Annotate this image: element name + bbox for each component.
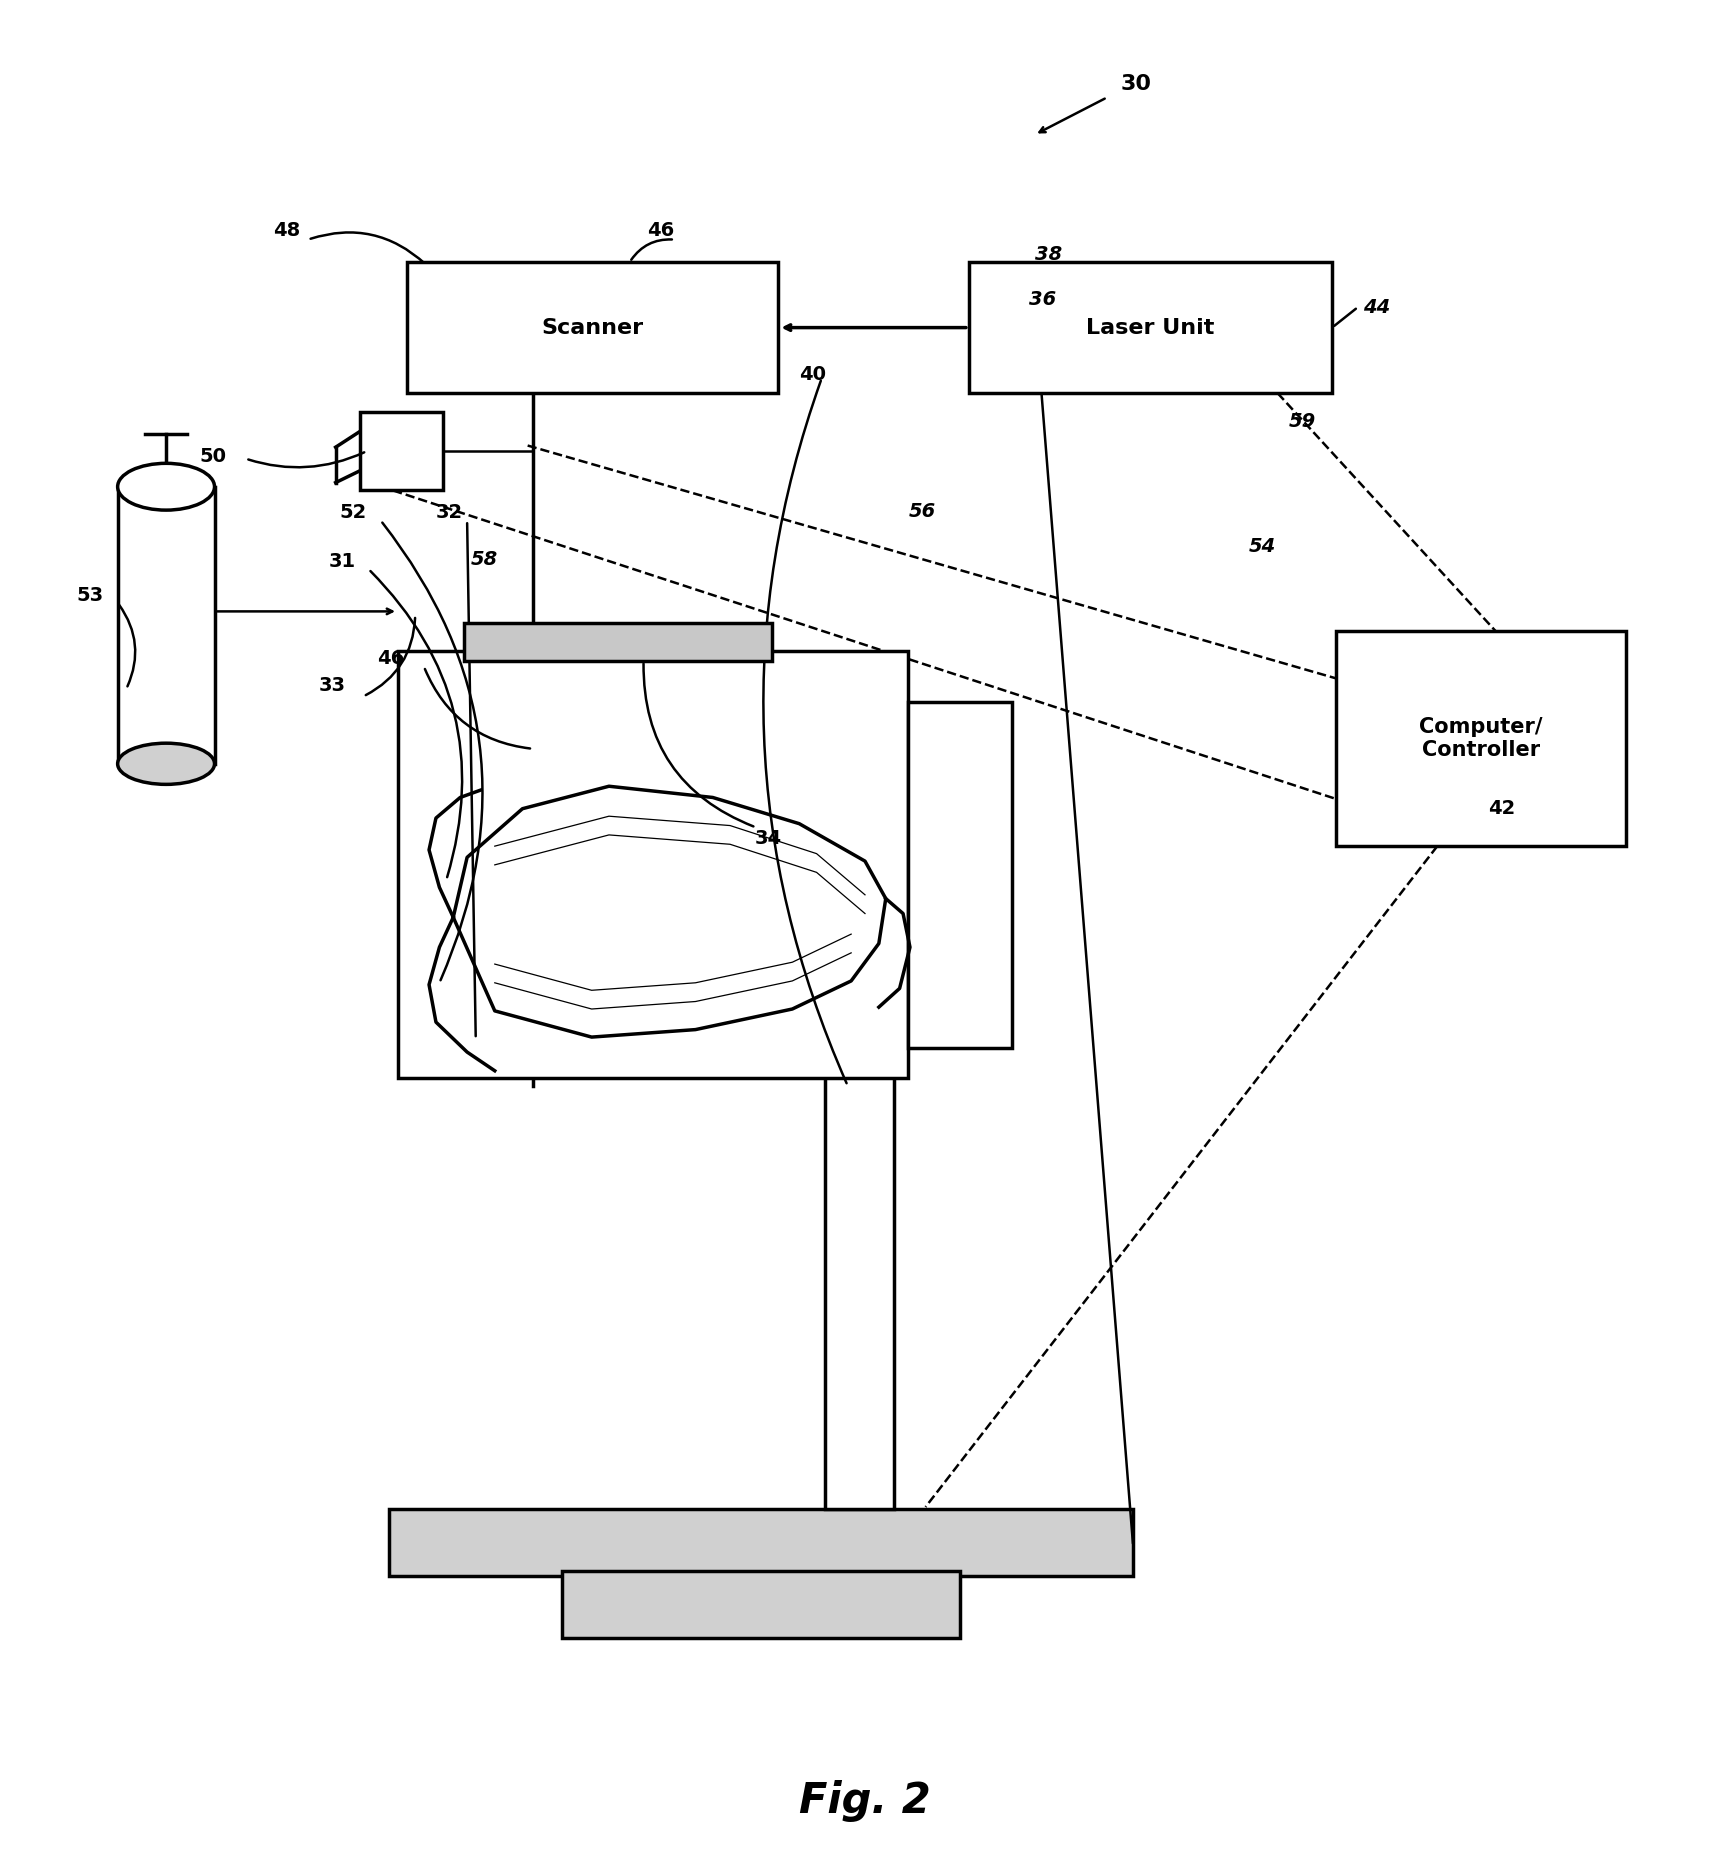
Bar xyxy=(389,1509,1133,1576)
Bar xyxy=(562,1571,960,1638)
Text: 53: 53 xyxy=(76,586,104,605)
Text: 42: 42 xyxy=(1488,799,1515,818)
Ellipse shape xyxy=(118,462,215,509)
Text: Computer/
Controller: Computer/ Controller xyxy=(1419,717,1543,760)
Ellipse shape xyxy=(118,743,215,784)
FancyBboxPatch shape xyxy=(1336,631,1626,846)
Text: 48: 48 xyxy=(273,221,301,240)
Text: 33: 33 xyxy=(318,676,346,695)
Bar xyxy=(825,657,894,1509)
Text: 46: 46 xyxy=(377,650,405,668)
Bar xyxy=(398,651,908,1078)
Text: 34: 34 xyxy=(754,829,782,848)
Bar xyxy=(464,623,772,661)
Text: 31: 31 xyxy=(329,552,356,571)
Text: 54: 54 xyxy=(1249,537,1277,556)
Bar xyxy=(360,412,443,490)
Text: 32: 32 xyxy=(436,504,464,522)
Bar xyxy=(908,702,1012,1048)
Text: 58: 58 xyxy=(471,550,498,569)
Text: 38: 38 xyxy=(1035,245,1062,264)
Text: Scanner: Scanner xyxy=(541,318,644,337)
FancyBboxPatch shape xyxy=(407,262,778,393)
Text: Laser Unit: Laser Unit xyxy=(1086,318,1214,337)
Text: 52: 52 xyxy=(339,504,367,522)
Text: 30: 30 xyxy=(1121,75,1152,94)
Text: Fig. 2: Fig. 2 xyxy=(799,1780,931,1821)
Text: 40: 40 xyxy=(799,365,827,384)
Text: 50: 50 xyxy=(199,447,227,466)
FancyBboxPatch shape xyxy=(969,262,1332,393)
Text: 56: 56 xyxy=(908,502,936,520)
Text: 36: 36 xyxy=(1029,290,1057,309)
Text: 44: 44 xyxy=(1363,298,1391,316)
Bar xyxy=(118,487,215,764)
Text: 46: 46 xyxy=(647,221,675,240)
Text: 59: 59 xyxy=(1289,412,1317,431)
